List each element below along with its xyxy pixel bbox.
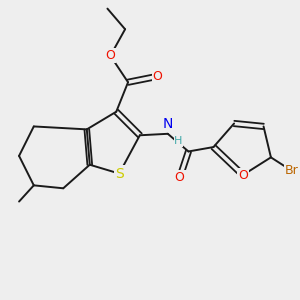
Text: N: N (163, 117, 173, 131)
Text: O: O (153, 70, 162, 83)
Text: O: O (175, 172, 184, 184)
Text: O: O (105, 49, 115, 62)
Text: O: O (238, 169, 248, 182)
Text: Br: Br (285, 164, 298, 177)
Text: S: S (115, 167, 124, 181)
Text: H: H (174, 136, 183, 146)
